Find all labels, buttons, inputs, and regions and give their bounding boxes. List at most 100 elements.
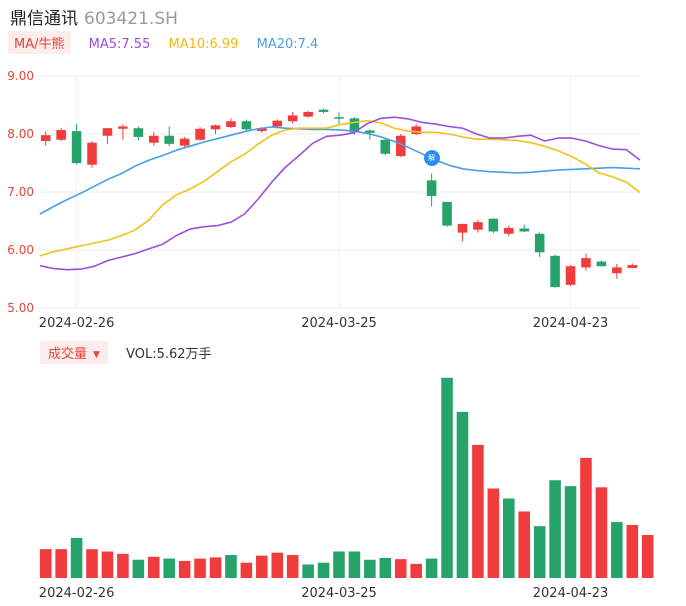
- volume-bar: [302, 564, 314, 578]
- y-tick-label: 6.00: [7, 243, 34, 257]
- candle: [473, 219, 483, 233]
- candle-body: [488, 218, 499, 232]
- candle: [380, 138, 391, 156]
- candle: [318, 108, 329, 114]
- ma20-line: [39, 126, 641, 215]
- candle: [457, 223, 468, 242]
- candle: [102, 128, 113, 144]
- volume-indicator-toggle[interactable]: 成交量 ▼: [40, 341, 108, 364]
- ma5-line: [39, 116, 641, 271]
- candle-body: [287, 115, 298, 122]
- volume-bar: [611, 522, 623, 578]
- candle-body: [318, 109, 329, 112]
- volume-bar: [441, 377, 453, 578]
- volume-bar: [117, 553, 129, 578]
- candle: [164, 126, 174, 147]
- candle: [71, 124, 82, 165]
- price-axis-labels: 9.00 8.00 7.00 6.00 5.00: [7, 69, 34, 315]
- volume-bar: [256, 555, 268, 578]
- volume-bar: [271, 552, 284, 578]
- candle-body: [303, 111, 313, 117]
- volume-bar: [317, 562, 330, 578]
- candle: [56, 128, 66, 141]
- candle: [303, 110, 313, 118]
- candle-body: [241, 121, 252, 130]
- candle-body: [226, 121, 236, 128]
- candle-body: [349, 118, 360, 133]
- candle: [179, 136, 190, 148]
- volume-bar: [564, 486, 577, 578]
- price-grid: [38, 75, 640, 309]
- volume-bar: [595, 487, 608, 578]
- volume-value: VOL:5.62万手: [126, 347, 212, 362]
- caret-down-icon: ▼: [93, 350, 100, 360]
- candle: [334, 112, 344, 126]
- candle-body: [272, 120, 283, 127]
- candle: [40, 131, 51, 146]
- volume-bar: [518, 511, 531, 578]
- volume-bar: [333, 551, 345, 578]
- volume-bar: [240, 562, 253, 578]
- candle: [612, 263, 622, 279]
- ma10-legend: MA10:6.99: [168, 37, 239, 52]
- candle-body: [627, 265, 638, 268]
- ma10-line: [39, 119, 641, 257]
- candle-body: [596, 261, 607, 267]
- volume-bar: [163, 558, 175, 578]
- volume-bar: [533, 526, 546, 578]
- candle: [395, 134, 406, 158]
- volume-bar: [410, 563, 422, 578]
- event-marker-icon[interactable]: 解: [423, 150, 440, 167]
- candle-body: [442, 201, 452, 226]
- volume-bar: [394, 559, 407, 578]
- volume-bar: [194, 558, 206, 578]
- candle-body: [426, 180, 437, 197]
- volume-bar: [101, 551, 114, 578]
- y-tick-label: 5.00: [7, 301, 34, 315]
- candle-body: [380, 139, 391, 154]
- candle: [534, 232, 545, 257]
- candle-body: [210, 125, 221, 130]
- x-tick-label: 2024-03-25: [301, 586, 377, 601]
- price-date-labels: 2024-02-26 2024-03-25 2024-04-23: [39, 316, 609, 331]
- x-tick-label: 2024-03-25: [301, 316, 377, 331]
- x-tick-label: 2024-04-23: [533, 316, 609, 331]
- volume-bar: [580, 457, 592, 578]
- stock-name: 鼎信通讯: [10, 9, 78, 29]
- candle: [287, 111, 298, 124]
- candle-body: [473, 222, 483, 230]
- candle-body: [257, 128, 267, 132]
- candle-body: [411, 126, 421, 134]
- volume-bar: [364, 559, 376, 578]
- candle-body: [71, 131, 82, 163]
- volume-bar: [348, 551, 361, 578]
- candle: [488, 218, 499, 234]
- candle-body: [133, 128, 144, 137]
- ma5-legend: MA5:7.55: [88, 37, 151, 52]
- candle-body: [457, 223, 468, 233]
- title-row: 鼎信通讯 603421.SH: [10, 4, 178, 29]
- volume-bar: [70, 537, 83, 578]
- ma-indicator-toggle[interactable]: MA/牛熊: [8, 31, 71, 54]
- candle: [226, 118, 236, 129]
- candle: [411, 124, 421, 136]
- volume-bar: [147, 556, 160, 578]
- volume-bar: [641, 535, 654, 578]
- candle: [210, 124, 221, 134]
- candle-body: [179, 138, 190, 146]
- x-tick-label: 2024-02-26: [39, 316, 115, 331]
- candle-body: [87, 142, 97, 165]
- candle-body: [334, 117, 344, 119]
- candle: [195, 127, 205, 141]
- candle-body: [395, 135, 406, 157]
- candle: [118, 124, 128, 140]
- volume-bar: [209, 557, 222, 578]
- volume-bar: [86, 549, 98, 578]
- volume-bar: [626, 525, 639, 578]
- candle: [87, 140, 97, 168]
- candle: [148, 131, 159, 146]
- x-tick-label: 2024-04-23: [533, 586, 609, 601]
- candle-body: [164, 135, 174, 144]
- ma20-legend: MA20:7.4: [256, 37, 319, 52]
